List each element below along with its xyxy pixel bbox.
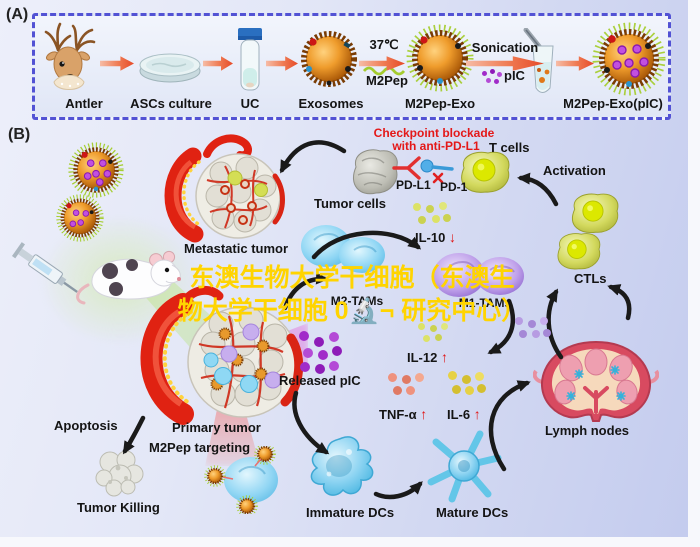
m2pep-label: M2Pep — [366, 73, 408, 88]
il12-label: IL-12 ↑ — [407, 349, 448, 365]
t-cell-illustration — [461, 151, 510, 193]
pic-label: pIC — [504, 68, 525, 83]
m2pep-exosome-pic-icon — [56, 194, 104, 242]
step-label-ascs-culture: ASCs culture — [130, 96, 212, 111]
step-label-antler: Antler — [65, 96, 103, 111]
figure-margin-right — [688, 0, 700, 547]
il6-cytokine-dots — [448, 371, 457, 380]
down-arrow-icon: ↓ — [448, 229, 456, 245]
checkpoint-blockade-label-line1: Checkpoint blockade — [373, 126, 495, 140]
ctls-label: CTLs — [574, 271, 607, 286]
immature-dc-illustration — [310, 436, 374, 496]
il12-cytokine-dots — [418, 323, 425, 330]
cytokine-dots — [515, 317, 523, 325]
step-label-exosomes: Exosomes — [298, 96, 364, 111]
step-label-m2pep-exo-pic: M2Pep-Exo(pIC) — [563, 96, 663, 111]
m2pep-exosome-pic-icon — [592, 22, 666, 96]
panel-b-tag: (B) — [8, 126, 31, 143]
step-label-uc: UC — [240, 96, 260, 111]
m2pep-targeting-label: M2Pep targeting — [149, 440, 251, 455]
apoptotic-cell-illustration — [95, 450, 144, 497]
checkpoint-blockade-label-line2: with anti-PD-L1 — [392, 139, 480, 153]
released-pic-dots — [299, 331, 309, 341]
tnf-label: TNF-α ↑ — [379, 406, 428, 422]
m2pep-exosome-icon — [406, 24, 474, 92]
lymph-nodes-illustration — [533, 340, 659, 422]
figure-margin-bottom — [0, 537, 700, 547]
il10-cytokine-dots — [413, 203, 421, 211]
mature-dc-illustration — [427, 430, 502, 503]
pd-l1-label: PD-L1 — [396, 178, 431, 192]
panel-a-box — [32, 13, 671, 120]
mature-dcs-label: Mature DCs — [436, 505, 509, 520]
watermark-line2: 物大学干细胞 0🔬¬ 研究中心） — [177, 297, 527, 325]
m2-tams-label: M2-TAMs — [330, 294, 384, 308]
m2pep-peptide-icon — [362, 66, 406, 76]
primary-tumor-label: Primary tumor — [172, 420, 261, 435]
metastatic-tumor-label: Metastatic tumor — [184, 241, 289, 256]
mouse-icon — [76, 250, 181, 305]
checkpoint-antibody-icon — [392, 156, 454, 184]
sonication-tube-icon — [523, 28, 554, 93]
primary-tumor-illustration — [140, 285, 304, 425]
apoptosis-label: Apoptosis — [54, 418, 118, 433]
sonication-label: Sonication — [471, 40, 539, 55]
up-arrow-icon: ↑ — [420, 406, 428, 422]
deer-antler-icon — [44, 22, 96, 90]
tnf-cytokine-dots — [388, 373, 397, 382]
metastatic-tumor-illustration — [164, 134, 285, 243]
m2pep-targeting-illustration — [204, 446, 278, 514]
m2pep-exosome-pic-icon — [68, 142, 124, 198]
panel-a-tag: (A) — [6, 6, 29, 23]
il10-label: IL-10 ↓ — [415, 229, 456, 245]
t-cells-label: T cells — [489, 140, 530, 155]
up-arrow-icon: ↑ — [440, 349, 448, 365]
watermark-line1: 东澳生物大学干细胞（东澳生 — [189, 264, 515, 292]
released-pic-label: Released pIC — [279, 373, 361, 388]
ctl-cell-illustration — [557, 233, 601, 270]
immature-dcs-label: Immature DCs — [306, 505, 395, 520]
lymph-nodes-label: Lymph nodes — [545, 423, 630, 438]
ctl-cell-illustration — [572, 193, 619, 233]
watermark: 东澳生物大学干细胞（东澳生 物大学干细胞 0🔬¬ 研究中心） — [160, 262, 544, 328]
temperature-label: 37℃ — [369, 37, 399, 52]
centrifuge-tube-icon — [238, 28, 262, 91]
exosome-icon — [301, 31, 357, 87]
petri-dish-icon — [139, 53, 201, 83]
tumor-cells-label: Tumor cells — [314, 196, 387, 211]
pic-dots — [482, 71, 487, 76]
activation-label: Activation — [543, 163, 606, 178]
il6-label: IL-6 ↑ — [447, 406, 481, 422]
pd-1-label: PD-1 — [440, 180, 468, 194]
step-label-m2pep-exo: M2Pep-Exo — [404, 96, 476, 111]
syringe-icon — [11, 242, 78, 293]
m1-tam-cells-illustration — [433, 253, 524, 297]
up-arrow-icon: ↑ — [473, 406, 481, 422]
tumor-killing-label: Tumor Killing — [77, 500, 160, 515]
